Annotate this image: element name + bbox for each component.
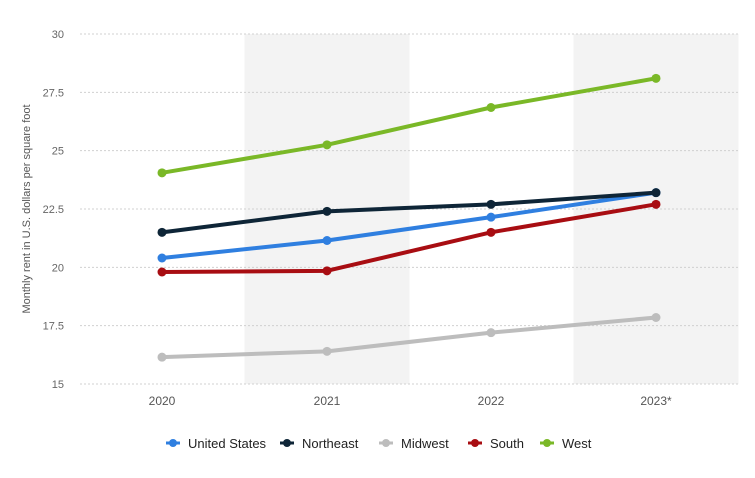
gridlines [80, 33, 740, 385]
y-tick-label: 17.5 [43, 321, 64, 333]
y-tick-label: 30 [52, 29, 64, 41]
data-point[interactable] [486, 328, 496, 338]
data-point[interactable] [322, 266, 332, 276]
legend-item-west[interactable]: West [540, 436, 592, 451]
legend-label: Midwest [401, 436, 449, 451]
data-point[interactable] [651, 188, 661, 198]
series-line [160, 202, 658, 274]
series-northeast [157, 188, 661, 237]
data-point[interactable] [651, 313, 661, 322]
data-point[interactable] [486, 212, 496, 222]
x-axis-ticks: 2020 2021 2022 2023* [149, 394, 672, 408]
data-point[interactable] [322, 140, 332, 150]
y-tick-label: 15 [52, 379, 64, 391]
series-line [160, 315, 658, 360]
series-line [160, 190, 658, 260]
legend-label: United States [188, 436, 267, 451]
y-tick-label: 27.5 [43, 87, 64, 99]
data-point[interactable] [322, 206, 332, 216]
legend-item-northeast[interactable]: Northeast [280, 436, 359, 451]
data-point[interactable] [486, 227, 496, 237]
legend-marker-icon [543, 439, 551, 447]
legend-marker-icon [169, 439, 177, 447]
series-united-states [157, 188, 661, 263]
legend[interactable]: United States Northeast Midwest South West [166, 436, 592, 451]
data-point[interactable] [157, 168, 167, 178]
x-tick-label: 2022 [478, 394, 505, 408]
x-tick-label: 2023* [640, 394, 672, 408]
data-point[interactable] [157, 227, 167, 237]
y-axis-label: Monthly rent in U.S. dollars per square … [21, 104, 33, 313]
legend-marker-icon [283, 439, 291, 447]
data-point[interactable] [486, 103, 496, 112]
legend-item-united-states[interactable]: United States [166, 436, 267, 451]
y-tick-label: 25 [52, 146, 64, 158]
data-point[interactable] [322, 236, 332, 245]
legend-label: West [562, 436, 592, 451]
series-line [160, 190, 658, 235]
y-axis-ticks: 15 17.5 20 22.5 25 27.5 30 [43, 29, 64, 391]
legend-item-midwest[interactable]: Midwest [379, 436, 449, 451]
data-point[interactable] [157, 253, 167, 263]
series-line [160, 76, 658, 175]
x-tick-label: 2021 [314, 394, 341, 408]
data-point[interactable] [157, 352, 167, 362]
data-point[interactable] [322, 346, 332, 356]
x-tick-label: 2020 [149, 394, 176, 408]
legend-marker-icon [382, 439, 390, 447]
series-west [157, 73, 661, 178]
data-point[interactable] [157, 267, 167, 277]
data-point[interactable] [486, 199, 496, 209]
series-midwest [157, 313, 661, 362]
series-lines [157, 73, 661, 362]
legend-label: Northeast [302, 436, 359, 451]
legend-marker-icon [471, 439, 479, 447]
data-point[interactable] [651, 73, 661, 83]
data-point[interactable] [651, 199, 661, 209]
y-tick-label: 20 [52, 262, 64, 274]
legend-label: South [490, 436, 524, 451]
y-tick-label: 22.5 [43, 204, 64, 216]
series-south [157, 199, 661, 277]
legend-item-south[interactable]: South [468, 436, 524, 451]
